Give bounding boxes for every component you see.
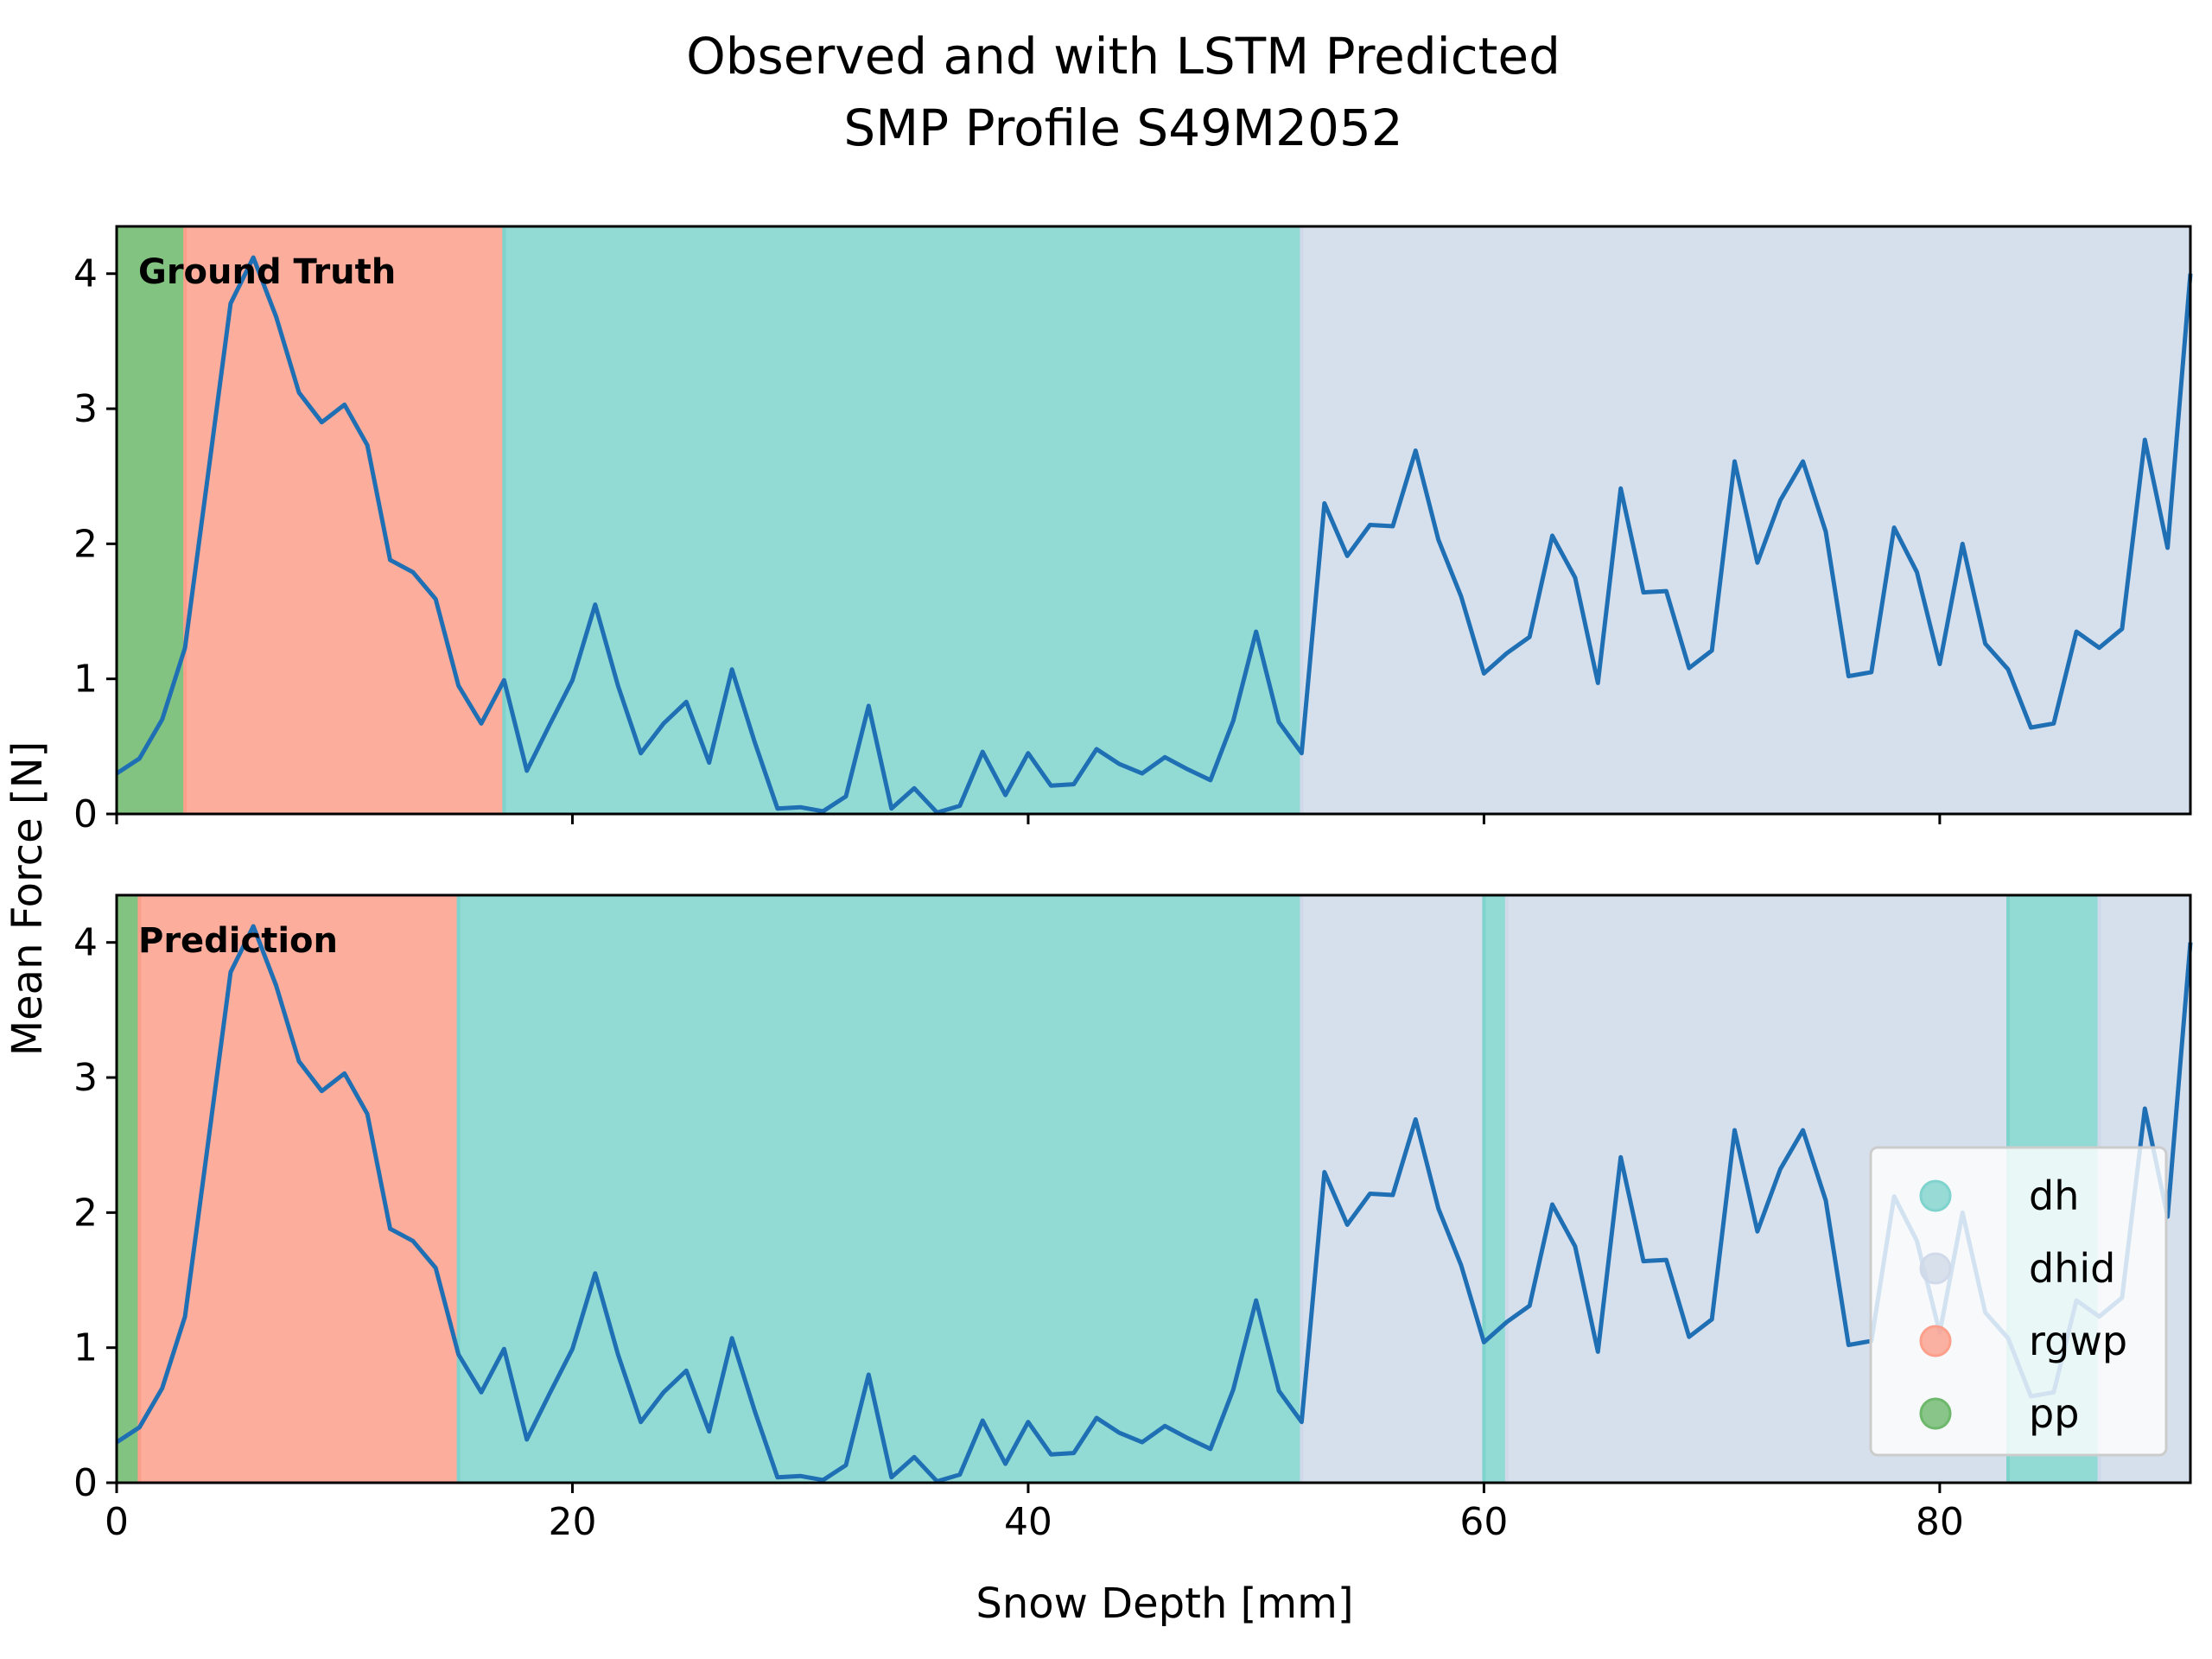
legend-label-rgwp: rgwp: [2029, 1318, 2127, 1364]
segment-dh: [1484, 895, 1507, 1483]
y-tick-label: 0: [73, 792, 98, 836]
segment-dh: [504, 226, 1302, 814]
legend-label-pp: pp: [2029, 1390, 2079, 1437]
y-tick-label: 0: [73, 1461, 98, 1505]
x-tick-label: 0: [105, 1500, 129, 1544]
legend: dh dhid rgwp pp: [1869, 1146, 2168, 1457]
x-axis-label: Snow Depth [mm]: [976, 1580, 1353, 1628]
segment-pp: [117, 895, 140, 1483]
y-tick-label: 1: [73, 658, 98, 702]
legend-label-dh: dh: [2029, 1173, 2079, 1219]
y-tick-label: 2: [73, 1191, 98, 1235]
force-line: [115, 924, 2193, 1484]
force-line: [115, 255, 2193, 815]
panel-label: Ground Truth: [138, 252, 396, 292]
plot-frame: [115, 225, 2192, 816]
panel-label: Prediction: [138, 921, 338, 961]
segment-pp: [117, 226, 186, 814]
y-tick-label: 1: [73, 1326, 98, 1370]
legend-marker-dhid: [1919, 1252, 1952, 1285]
chart-subtitle: SMP Profile S49M2052: [843, 99, 1402, 157]
legend-label-dhid: dhid: [2029, 1245, 2115, 1292]
x-tick-label: 40: [1004, 1500, 1052, 1544]
legend-box: [1869, 1146, 2168, 1457]
chart-title: Observed and with LSTM Predicted: [686, 27, 1560, 86]
y-tick-label: 2: [73, 522, 98, 566]
legend-marker-rgwp: [1919, 1325, 1952, 1357]
legend-marker-dh: [1919, 1179, 1952, 1212]
segment-dh: [458, 895, 1302, 1483]
segment-rgwp: [185, 226, 505, 814]
x-tick-label: 80: [1916, 1500, 1964, 1544]
panel-1: 0 1 2 3 4 Ground Truth: [73, 225, 2193, 836]
plot-frame: [115, 893, 2192, 1484]
y-tick-label: 4: [73, 921, 98, 965]
x-tick-label: 60: [1459, 1500, 1508, 1544]
segment-rgwp: [139, 895, 459, 1483]
y-tick-label: 3: [73, 387, 98, 431]
y-axis-label: Mean Force [N]: [3, 741, 52, 1057]
y-tick-label: 4: [73, 252, 98, 296]
legend-marker-pp: [1919, 1397, 1952, 1430]
y-tick-label: 3: [73, 1056, 98, 1100]
x-tick-label: 20: [548, 1500, 596, 1544]
